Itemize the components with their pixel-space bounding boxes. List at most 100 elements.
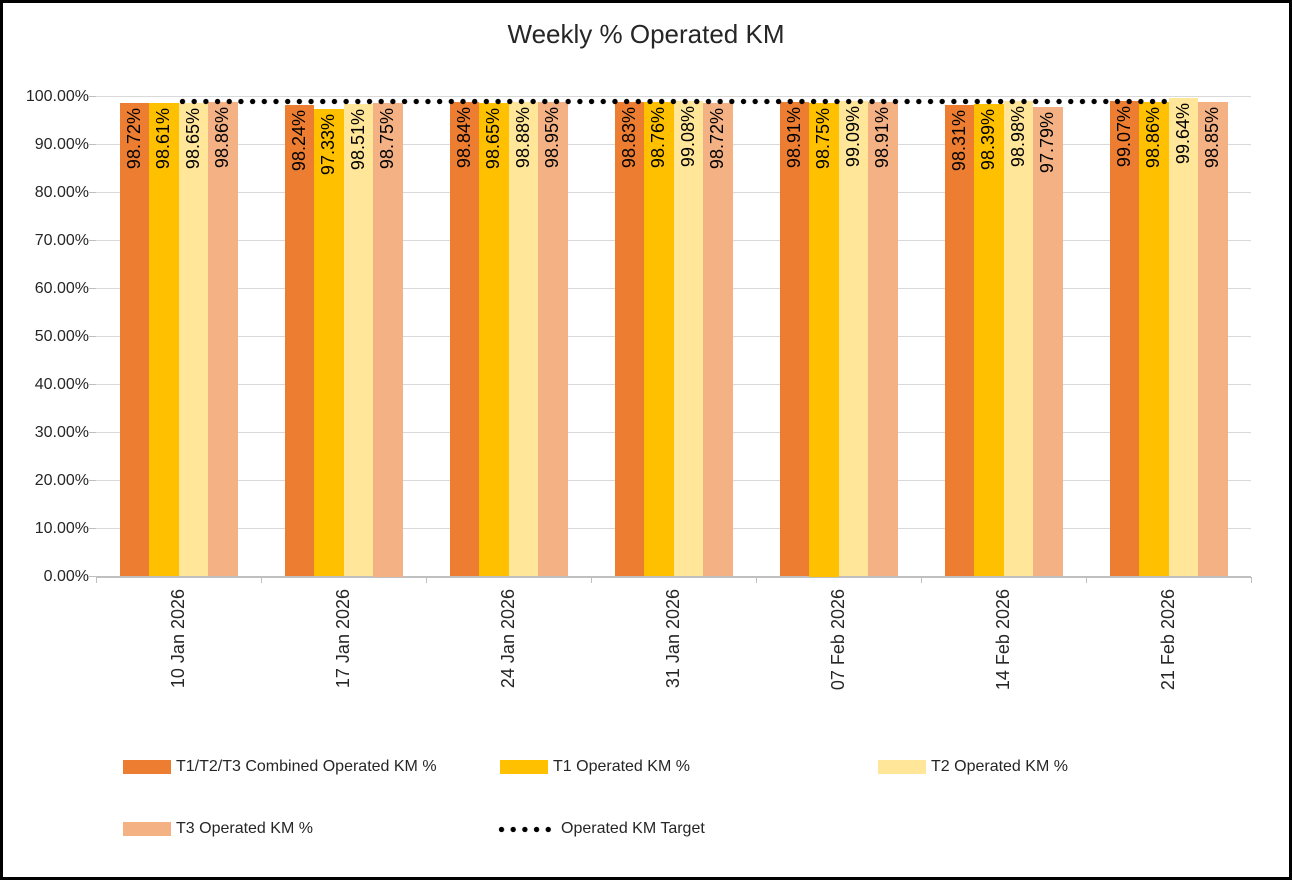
bar[interactable] [1109, 100, 1139, 577]
bar-value-label: 98.65% [182, 107, 203, 170]
bar[interactable] [944, 104, 974, 577]
legend-item-t2[interactable]: T2 Operated KM % [878, 758, 1068, 776]
x-axis-label: 21 Feb 2026 [1158, 588, 1178, 690]
bar[interactable] [538, 101, 568, 577]
bar[interactable] [1139, 101, 1169, 577]
x-axis-tick [261, 577, 262, 583]
y-axis-label: 90.00% [34, 135, 89, 153]
legend-label-target: Operated KM Target [561, 820, 705, 837]
legend-item-target[interactable]: Operated KM Target [498, 820, 705, 838]
bar[interactable] [809, 102, 839, 577]
bar-value-label: 98.88% [512, 106, 533, 168]
x-axis-tick [921, 577, 922, 583]
bar-value-label: 98.75% [813, 107, 834, 169]
y-axis-label: 60.00% [34, 279, 89, 297]
x-axis-label: 10 Jan 2026 [168, 588, 188, 688]
x-axis-tick [426, 577, 427, 583]
bar[interactable] [1168, 98, 1198, 577]
bar[interactable] [508, 101, 538, 577]
y-axis-label: 10.00% [34, 519, 89, 537]
y-axis-label: 40.00% [34, 375, 89, 393]
bar-value-label: 98.83% [618, 107, 639, 169]
legend-item-t1[interactable]: T1 Operated KM % [500, 758, 690, 776]
bar[interactable] [284, 104, 314, 577]
legend-label-combined: T1/T2/T3 Combined Operated KM % [176, 758, 437, 775]
x-axis-label: 31 Jan 2026 [663, 588, 683, 688]
y-axis-label: 50.00% [34, 327, 89, 345]
bar-value-label: 98.86% [1143, 106, 1164, 169]
bar-value-label: 98.72% [123, 107, 144, 169]
bar[interactable] [703, 102, 733, 577]
bar[interactable] [838, 100, 868, 577]
x-axis-tick [1086, 577, 1087, 583]
y-axis-tick [89, 480, 96, 481]
y-axis-label: 100.00% [25, 87, 89, 105]
bar-value-label: 98.85% [1202, 107, 1223, 169]
bar[interactable] [208, 101, 238, 577]
y-axis-tick [89, 432, 96, 433]
bar-value-label: 98.95% [542, 106, 563, 168]
bar[interactable] [614, 102, 644, 577]
bar-value-label: 98.91% [872, 106, 893, 168]
bar[interactable] [373, 102, 403, 577]
bar-value-label: 98.86% [212, 106, 233, 169]
bar-value-label: 99.08% [677, 105, 698, 167]
x-axis-label: 07 Feb 2026 [828, 588, 848, 690]
y-axis-tick [89, 576, 96, 577]
bar-value-label: 98.84% [453, 107, 474, 169]
x-axis-tick [756, 577, 757, 583]
legend-swatch-target-dotted-line [498, 825, 556, 833]
legend-label-t2: T2 Operated KM % [931, 758, 1068, 775]
bar-value-label: 99.09% [842, 105, 863, 167]
legend-swatch-t3 [123, 822, 171, 836]
bar-value-label: 98.24% [288, 109, 309, 171]
y-axis-tick [89, 96, 96, 97]
bar-value-label: 98.72% [707, 107, 728, 169]
legend-swatch-t2 [878, 760, 926, 774]
bar[interactable] [1198, 102, 1228, 577]
y-axis-tick [89, 528, 96, 529]
y-axis-tick [89, 144, 96, 145]
bar-value-label: 98.91% [783, 106, 804, 168]
bar-value-label: 98.98% [1007, 106, 1028, 168]
y-axis-label: 30.00% [34, 423, 89, 441]
bar-value-label: 97.79% [1037, 112, 1058, 174]
y-axis-tick [89, 336, 96, 337]
bar[interactable] [479, 102, 509, 577]
bar[interactable] [868, 101, 898, 577]
bar-value-label: 98.39% [978, 109, 999, 171]
bar[interactable] [1003, 101, 1033, 577]
x-axis-tick [591, 577, 592, 583]
bar-value-label: 97.33% [318, 114, 339, 176]
bar[interactable] [1033, 107, 1063, 577]
bar[interactable] [149, 103, 179, 577]
legend-item-t3[interactable]: T3 Operated KM % [123, 820, 313, 838]
bar-value-label: 98.61% [153, 108, 174, 170]
bar[interactable] [974, 104, 1004, 577]
bar[interactable] [779, 101, 809, 577]
chart-title[interactable]: Weekly % Operated KM [507, 19, 785, 49]
bar[interactable] [673, 100, 703, 577]
x-axis-line [96, 576, 1251, 578]
bar[interactable] [644, 102, 674, 577]
x-axis-label: 17 Jan 2026 [333, 588, 353, 688]
x-axis-tick [96, 577, 97, 583]
bar-value-label: 98.31% [948, 109, 969, 171]
y-axis-label: 80.00% [34, 183, 89, 201]
bar[interactable] [119, 102, 149, 577]
target-line[interactable] [178, 97, 1169, 105]
y-axis-tick [89, 192, 96, 193]
y-axis-tick [89, 288, 96, 289]
bar-value-label: 98.51% [347, 108, 368, 170]
bar-value-label: 98.76% [648, 107, 669, 169]
bar-value-label: 98.65% [483, 107, 504, 170]
y-axis-label: 20.00% [34, 471, 89, 489]
legend-item-combined[interactable]: T1/T2/T3 Combined Operated KM % [123, 758, 437, 776]
bar[interactable] [449, 102, 479, 577]
y-axis-label: 0.00% [43, 567, 89, 585]
bar[interactable] [314, 109, 344, 577]
bar[interactable] [343, 103, 373, 577]
legend-label-t1: T1 Operated KM % [553, 758, 690, 775]
bar[interactable] [178, 102, 208, 577]
